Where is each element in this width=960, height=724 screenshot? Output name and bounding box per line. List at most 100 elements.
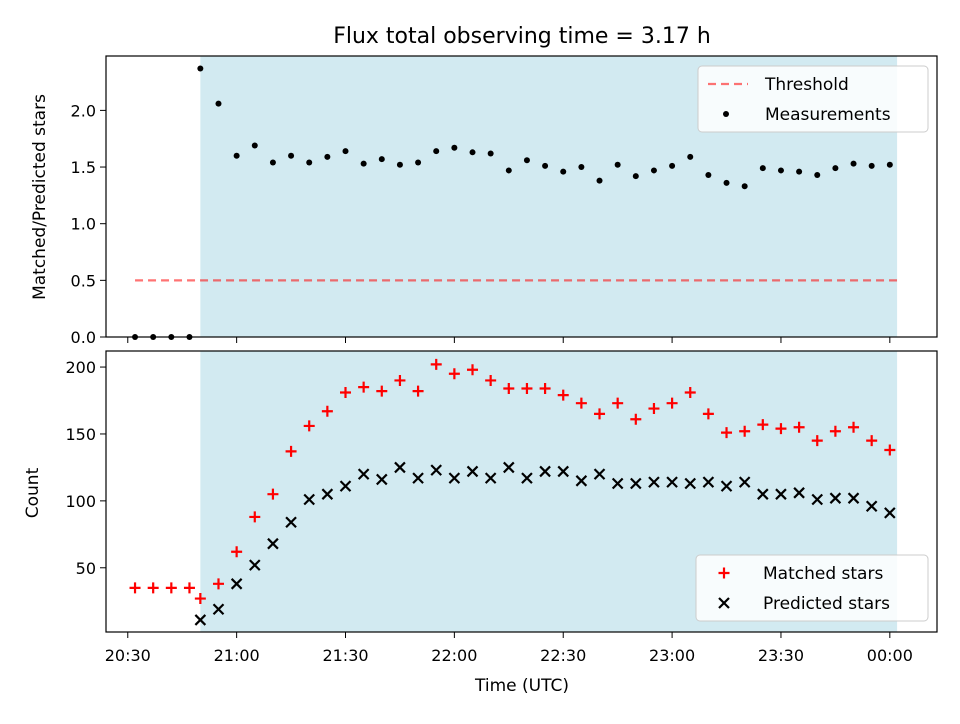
measurement-point [850,160,857,167]
matched-star-point [594,408,606,420]
predicted-star-point [394,461,406,474]
predicted-star-point [648,476,660,488]
matched-star-point [811,435,823,447]
x-tick-label: 23:30 [758,646,804,665]
predicted-star-point [521,472,533,484]
matched-star-point [702,408,714,420]
bottom-y-tick-label: 150 [65,425,96,444]
measurement-point [596,177,603,184]
predicted-star-point [503,461,515,474]
matched-star-point [884,444,896,456]
measurement-point [306,159,313,166]
top-y-axis-label: Matched/Predicted stars [30,94,50,300]
predicted-star-point [194,614,207,626]
measurement-point [705,171,712,178]
predicted-star-point [430,464,443,476]
measurement-point [759,165,766,172]
predicted-star-point [267,537,279,550]
matched-star-point [467,364,479,376]
measurement-point [578,164,585,171]
bottom-panel: 50 100 150 200 20:30 21:00 21:30 22:00 22:30 23:0… [65,350,938,665]
predicted-star-point [466,465,479,478]
measurement-point [324,153,331,160]
matched-star-point [757,419,769,431]
predicted-star-point [303,493,315,506]
matched-star-point [539,382,551,394]
bottom-y-tick-label: 50 [76,559,96,578]
top-legend-box [697,65,929,133]
matched-star-point [183,582,195,594]
matched-star-point [684,386,696,398]
legend-label: Measurements [765,105,891,125]
matched-star-point [321,405,333,417]
predicted-star-point [702,476,715,488]
matched-star-point [231,546,243,558]
measurement-point [523,157,530,164]
x-tick-label: 00:00 [867,646,913,665]
predicted-star-point [539,465,551,478]
matched-star-point [358,381,370,393]
matched-star-point [521,382,533,394]
predicted-star-point [249,559,261,571]
legend-label: Matched stars [763,564,883,584]
legend-label: Threshold [764,75,849,95]
measurement-point [233,152,240,159]
measurement-point [542,162,549,169]
matched-star-point [721,427,733,439]
measurement-point [197,65,204,72]
predicted-star-point [339,480,352,492]
measurement-point [433,148,440,155]
matched-star-point [503,382,515,394]
measurement-point [796,168,803,175]
matched-star-point [612,397,624,409]
bottom-y-tick-label: 100 [65,492,96,511]
measurement-point [560,168,567,175]
measurement-point [832,165,839,172]
x-axis-label: Time (UTC) [474,676,569,696]
matched-star-point [212,578,224,590]
x-tick-label: 22:30 [540,646,586,665]
bottom-legend-box [695,554,929,622]
measurement-point [215,100,222,107]
predicted-star-point [829,492,842,504]
measurement-point [396,161,403,168]
matched-star-point [165,582,177,594]
matched-star-point [848,421,860,433]
legend-matched-swatch [718,567,730,579]
predicted-star-point [847,492,860,504]
predicted-star-point [412,472,424,484]
measurement-point [632,173,639,180]
x-tick-label: 22:00 [431,646,477,665]
measurement-point [614,161,621,168]
measurement-point [288,152,295,159]
matched-star-point [866,435,878,447]
measurement-point [342,148,349,155]
top-y-tick-label: 0.5 [71,271,96,290]
chart-title: Flux total observing time = 3.17 h [333,24,711,49]
matched-star-point [430,358,442,370]
matched-star-point [249,511,261,523]
matched-star-point [303,420,315,432]
matched-star-point [129,582,141,594]
predicted-star-point [575,475,588,487]
predicted-star-point [593,468,606,480]
predicted-star-point [884,507,896,519]
matched-star-point [557,389,569,401]
matched-star-point [267,488,279,500]
top-y-tick-label: 1.0 [71,215,96,234]
predicted-star-point [611,477,624,490]
bottom-axes-frame [105,350,938,633]
predicted-star-point [775,488,787,500]
predicted-star-point [793,487,805,499]
measurement-point [469,149,476,156]
measurement-point [505,167,512,174]
matched-star-point [147,582,159,594]
measurement-point [814,171,821,178]
measurement-point [360,160,367,167]
matched-star-point [285,445,297,457]
top-axes-frame [105,55,938,338]
top-y-tick-label: 0.0 [71,328,96,347]
measurement-point [777,167,784,174]
measurement-point [487,150,494,157]
